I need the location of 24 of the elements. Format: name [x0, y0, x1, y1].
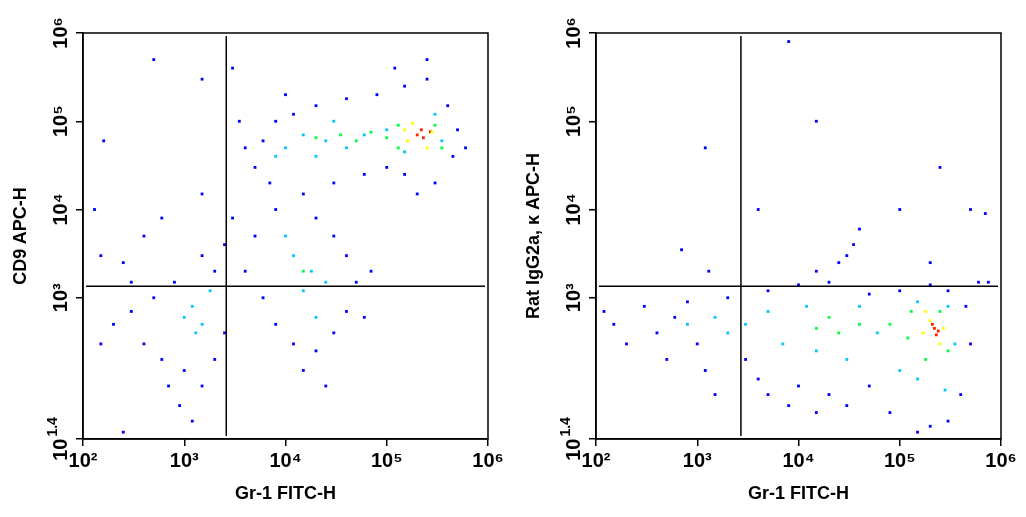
x-tick-label: 10³: [169, 448, 200, 471]
x-tick-label: 10⁶: [472, 448, 504, 471]
x-tick-label: 10⁴: [782, 448, 815, 471]
y-tick-label: 10⁴: [561, 193, 584, 226]
y-axis-title: Rat IgG2a, κ APC-H: [522, 152, 543, 320]
x-tick-label: 10⁵: [370, 448, 403, 471]
y-tick-label: 10⁵: [48, 105, 71, 138]
y-axis-title: CD9 APC-H: [9, 187, 30, 285]
y-tick-label: 10⁶: [48, 17, 71, 49]
y-tick-label: 10⁴: [48, 193, 71, 226]
x-tick-label: 10²: [581, 448, 611, 471]
y-tick-label: 10⁵: [561, 105, 584, 138]
y-tick-label: 10³: [48, 282, 71, 313]
x-tick-label: 10⁶: [985, 448, 1017, 471]
x-tick-label: 10⁵: [883, 448, 916, 471]
x-axis-title: Gr-1 FITC-H: [748, 483, 849, 504]
x-tick-label: 10⁴: [269, 448, 302, 471]
x-tick-label: 10³: [682, 448, 713, 471]
y-tick-label: 10⁶: [561, 17, 584, 49]
x-axis-title: Gr-1 FITC-H: [235, 483, 336, 504]
y-tick-label: 101.4: [556, 416, 584, 461]
y-tick-label: 101.4: [43, 416, 71, 461]
y-tick-label: 10³: [561, 282, 584, 313]
x-tick-label: 10²: [68, 448, 98, 471]
